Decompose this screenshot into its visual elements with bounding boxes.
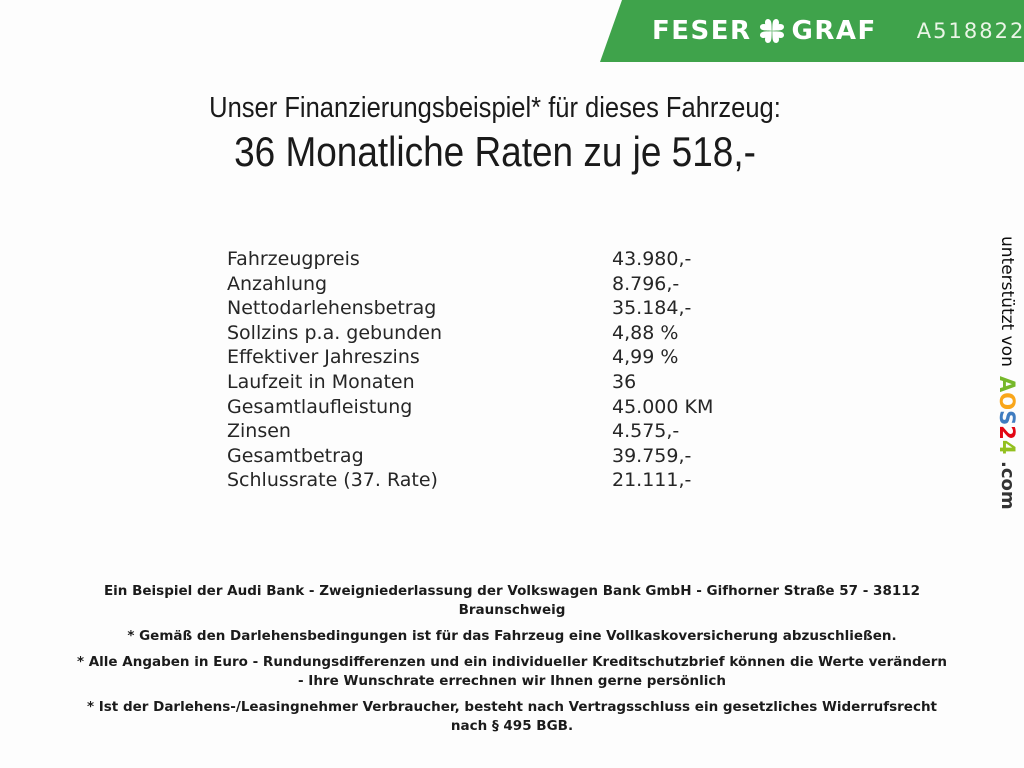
row-label: Anzahlung [227,272,328,295]
brand-name-graf: GRAF [791,16,877,46]
fine-print-line: Braunschweig [458,602,566,618]
vehicle-id: A518822 [916,19,1024,43]
aos24-domain-suffix: .com [997,461,1018,510]
row-label: Gesamtlaufleistung [227,395,413,418]
euro-rounding-note-paragraph: * Alle Angaben in Euro - Rundungsdiffere… [0,653,1024,691]
legal-fine-print: Ein Beispiel der Audi Bank - Zweignieder… [0,582,1024,743]
row-label: Fahrzeugpreis [227,248,360,270]
fine-print-line: Ein Beispiel der Audi Bank - Zweignieder… [103,583,921,599]
row-label: Gesamtbetrag [227,444,364,467]
supported-by-credit: unterstützt von AOS24 .com [995,236,1019,510]
fine-print-line: * Gemäß den Darlehensbedingungen ist für… [127,628,897,644]
row-label: Effektiver Jahreszins [227,346,420,369]
table-row: Schlussrate (37. Rate) 21.111,- [227,468,713,493]
fine-print-line: - Ihre Wunschrate errechnen wir Ihnen ge… [298,673,726,689]
row-value: 21.111,- [612,469,692,492]
table-row: Gesamtlaufleistung 45.000 KM [227,395,713,420]
row-label: Nettodarlehensbetrag [227,297,437,320]
fine-print-line: * Alle Angaben in Euro - Rundungsdiffere… [76,654,948,670]
brand-name-feser: FESER [652,16,752,46]
table-row: Laufzeit in Monaten 36 [227,370,713,395]
supported-by-label: unterstützt von [997,236,1017,367]
table-row: Sollzins p.a. gebunden 4,88 % [227,321,713,346]
row-value: 36 [612,370,637,393]
financing-table: Fahrzeugpreis 43.980,- Anzahlung 8.796,-… [227,247,713,493]
row-label: Sollzins p.a. gebunden [227,321,442,344]
row-value: 43.980,- [612,248,692,270]
table-row: Fahrzeugpreis 43.980,- [227,247,713,272]
row-value: 39.759,- [612,444,692,467]
row-value: 35.184,- [612,297,692,320]
fine-print-line: * Ist der Darlehens-/Leasingnehmer Verbr… [86,699,938,715]
row-value: 45.000 KM [612,395,714,418]
row-value: 4.575,- [612,420,680,443]
headline-monthly-rate: 36 Monatliche Raten zu je 518,- [234,128,756,175]
table-row: Effektiver Jahreszins 4,99 % [227,345,713,370]
row-value: 8.796,- [612,272,680,295]
fine-print-line: nach § 495 BGB. [450,718,574,734]
aos24-logo: AOS24 [995,375,1019,455]
table-row: Zinsen 4.575,- [227,419,713,444]
table-row: Nettodarlehensbetrag 35.184,- [227,296,713,321]
table-row: Gesamtbetrag 39.759,- [227,444,713,469]
row-label: Schlussrate (37. Rate) [227,469,438,492]
brand-banner: FESER GRAF A518822 [600,0,1024,62]
headline: Unser Finanzierungsbeispiel* für dieses … [0,92,990,176]
insurance-note-paragraph: * Gemäß den Darlehensbedingungen ist für… [0,627,1024,646]
table-row: Anzahlung 8.796,- [227,272,713,297]
brand-logo: FESER GRAF [652,16,877,46]
bank-address-paragraph: Ein Beispiel der Audi Bank - Zweignieder… [0,582,1024,620]
row-value: 4,88 % [612,321,679,344]
withdrawal-right-paragraph: * Ist der Darlehens-/Leasingnehmer Verbr… [0,698,1024,736]
row-label: Laufzeit in Monaten [227,370,415,393]
clover-icon [750,10,792,52]
row-label: Zinsen [227,420,291,443]
row-value: 4,99 % [612,346,679,369]
headline-line1: Unser Finanzierungsbeispiel* für dieses … [209,92,781,124]
